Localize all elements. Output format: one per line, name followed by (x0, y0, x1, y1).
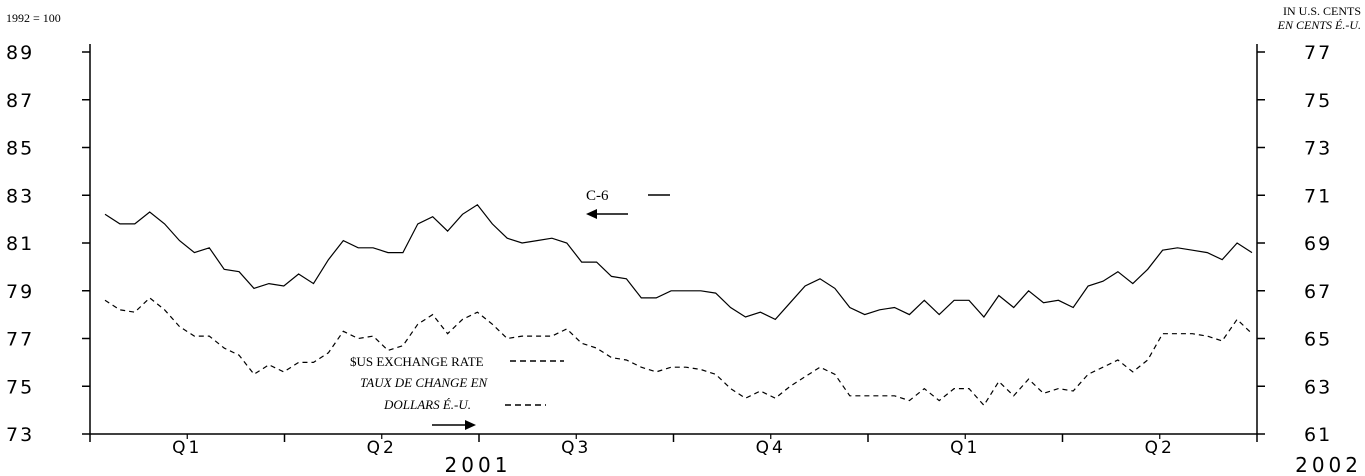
left-tick-label: 73 (6, 424, 34, 446)
right-tick-label: 69 (1304, 233, 1332, 255)
year-label: 2002 (1295, 453, 1362, 476)
right-tick-label: 65 (1304, 329, 1332, 351)
right-axis-ticks: 77 75 73 71 69 67 65 63 61 (1257, 42, 1332, 446)
left-arrow-icon (586, 209, 597, 219)
right-tick-label: 71 (1304, 185, 1332, 207)
left-tick-label: 89 (6, 42, 34, 64)
x-tick-label: Q2 (1145, 438, 1175, 458)
left-axis-ticks: 89 87 85 83 81 79 77 75 73 (6, 42, 90, 446)
right-axis-unit-fr: EN CENTS É.-U. (1277, 18, 1361, 32)
right-tick-label: 61 (1304, 424, 1332, 446)
x-axis-ticks: Q1 Q2 Q3 Q4 Q1 Q2 2001 2002 (89, 434, 1362, 476)
left-tick-label: 83 (6, 185, 34, 207)
right-tick-label: 73 (1304, 138, 1332, 160)
left-tick-label: 75 (6, 376, 34, 398)
series-line-usd-exchange-rate (104, 297, 1253, 407)
left-axis-unit: 1992 = 100 (6, 11, 61, 25)
left-tick-label: 79 (6, 281, 34, 303)
x-tick-label: Q1 (950, 438, 980, 458)
right-tick-label: 75 (1304, 90, 1332, 112)
right-arrow-icon (465, 420, 476, 430)
right-tick-label: 63 (1304, 376, 1332, 398)
right-tick-label: 77 (1304, 42, 1332, 64)
right-tick-label: 67 (1304, 281, 1332, 303)
year-label: 2001 (445, 453, 512, 476)
left-tick-label: 85 (6, 138, 34, 160)
series-line-c6 (104, 204, 1253, 321)
left-tick-label: 87 (6, 90, 34, 112)
legend-label-usd-fr-2: DOLLARS É.-U. (383, 397, 471, 412)
left-tick-label: 81 (6, 233, 34, 255)
right-axis-unit: IN U.S. CENTS (1283, 4, 1361, 18)
x-tick-label: Q1 (172, 438, 202, 458)
legend-label-usd-fr-1: TAUX DE CHANGE EN (360, 375, 489, 390)
left-tick-label: 77 (6, 329, 34, 351)
x-tick-label: Q4 (756, 438, 786, 458)
legend-label-usd: $US EXCHANGE RATE (350, 354, 484, 369)
x-tick-label: Q3 (561, 438, 591, 458)
x-tick-label: Q2 (367, 438, 397, 458)
legend-label-c6: C-6 (586, 188, 609, 204)
